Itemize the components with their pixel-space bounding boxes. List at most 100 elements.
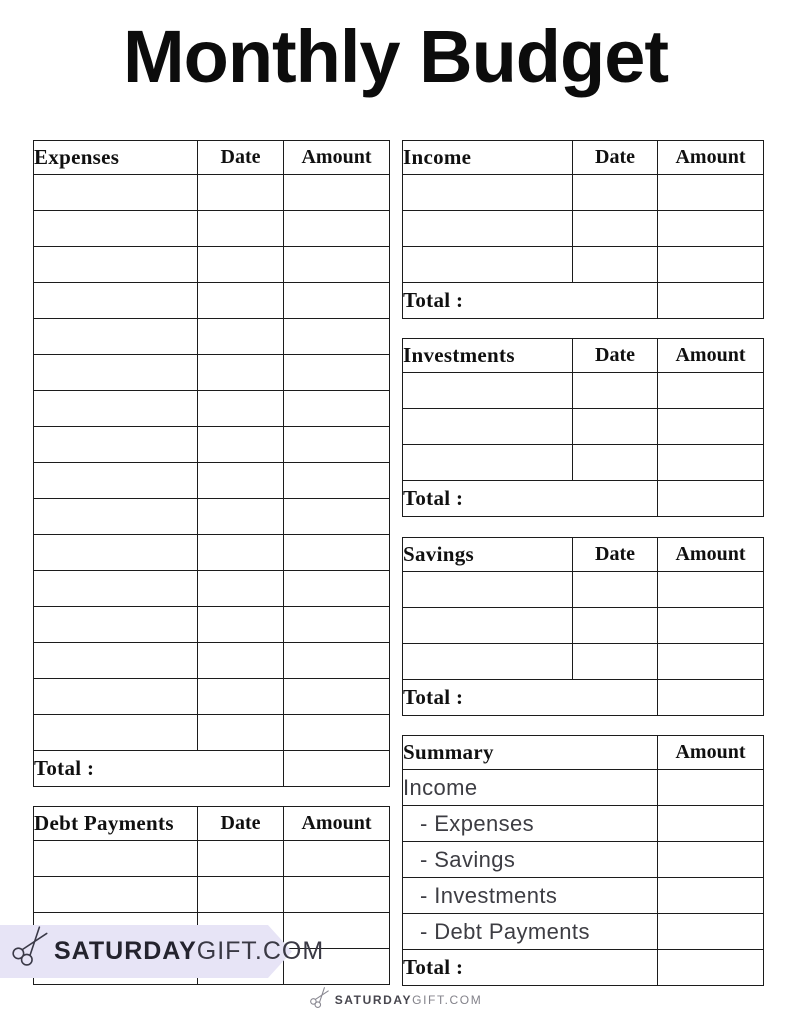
summary-row-investments: - Investments [402,877,764,914]
blank-cell [572,210,658,247]
blank-cell [402,372,573,409]
blank-cell [402,607,573,644]
summary-label-debt-payments: - Debt Payments [402,913,658,950]
blank-cell [657,372,764,409]
blank-cell [33,246,198,283]
blank-cell [402,444,573,481]
savings-blank-row [402,571,764,608]
expenses-blank-row [33,246,390,283]
blank-cell [33,426,198,463]
blank-cell [197,282,284,319]
savings-header-row: Savings Date Amount [402,537,764,572]
footer-brand-light: GIFT.COM [412,993,483,1007]
blank-cell [33,318,198,355]
footer-brand-text: SATURDAYGIFT.COM [335,993,483,1007]
expenses-blank-row [33,498,390,535]
blank-cell [33,282,198,319]
income-date-header: Date [572,140,658,175]
summary-table: Summary Amount Income - Expenses - Savin… [402,735,764,986]
expenses-blank-row [33,174,390,211]
blank-cell [197,714,284,751]
banner-brand-bold: SATURDAY [54,937,197,965]
expenses-blank-row [33,462,390,499]
banner-ribbon-shape [0,925,292,978]
summary-savings-amount-cell [657,841,764,878]
expenses-blank-row [33,714,390,751]
investments-total-row: Total : [402,480,764,517]
blank-cell [572,607,658,644]
blank-cell [197,876,284,913]
blank-cell [197,246,284,283]
expenses-blank-row [33,642,390,679]
blank-cell [197,498,284,535]
blank-cell [33,354,198,391]
blank-cell [657,444,764,481]
blank-cell [657,210,764,247]
blank-cell [283,318,390,355]
expenses-blank-row [33,606,390,643]
blank-cell [283,390,390,427]
blank-cell [283,606,390,643]
blank-cell [197,390,284,427]
blank-cell [283,498,390,535]
blank-cell [33,390,198,427]
blank-cell [572,372,658,409]
blank-cell [33,498,198,535]
blank-cell [197,570,284,607]
blank-cell [33,678,198,715]
blank-cell [283,246,390,283]
summary-expenses-amount-cell [657,805,764,842]
blank-cell [197,462,284,499]
blank-cell [657,607,764,644]
blank-cell [572,408,658,445]
investments-blank-row [402,408,764,445]
blank-cell [657,408,764,445]
expenses-total-amount-cell [283,750,390,787]
blank-cell [197,534,284,571]
blank-cell [402,643,573,680]
blank-cell [572,444,658,481]
blank-cell [283,570,390,607]
blank-cell [33,876,198,913]
income-total-label: Total : [402,282,658,319]
investments-amount-header: Amount [657,338,764,373]
summary-row-debt-payments: - Debt Payments [402,913,764,950]
income-header-row: Income Date Amount [402,140,764,175]
blank-cell [33,534,198,571]
expenses-header-row: Expenses Date Amount [33,140,390,175]
page-title: Monthly Budget [122,15,669,98]
scissors-icon [12,925,48,966]
income-total-row: Total : [402,282,764,319]
income-blank-row [402,210,764,247]
banner-brand-text: SATURDAYGIFT.COM [54,937,324,966]
blank-cell [657,246,764,283]
expenses-blank-row [33,570,390,607]
blank-cell [283,426,390,463]
blank-cell [402,246,573,283]
summary-label-savings: - Savings [402,841,658,878]
footer-logo: SATURDAYGIFT.COM [0,987,791,1009]
blank-cell [197,840,284,877]
income-title: Income [402,140,573,175]
expenses-blank-row [33,354,390,391]
blank-cell [402,408,573,445]
blank-cell [402,210,573,247]
income-blank-row [402,174,764,211]
summary-title: Summary [402,735,658,770]
savings-blank-row [402,607,764,644]
blank-cell [197,606,284,643]
blank-cell [283,948,390,985]
summary-label-investments: - Investments [402,877,658,914]
summary-row-expenses: - Expenses [402,805,764,842]
savings-table: Savings Date Amount Total : [402,537,764,716]
blank-cell [572,174,658,211]
savings-total-amount-cell [657,679,764,716]
footer-brand-bold: SATURDAY [334,993,413,1007]
expenses-date-header: Date [197,140,284,175]
expenses-blank-row [33,426,390,463]
income-table: Income Date Amount Total : [402,140,764,319]
blank-cell [572,571,658,608]
blank-cell [197,642,284,679]
expenses-blank-row [33,318,390,355]
